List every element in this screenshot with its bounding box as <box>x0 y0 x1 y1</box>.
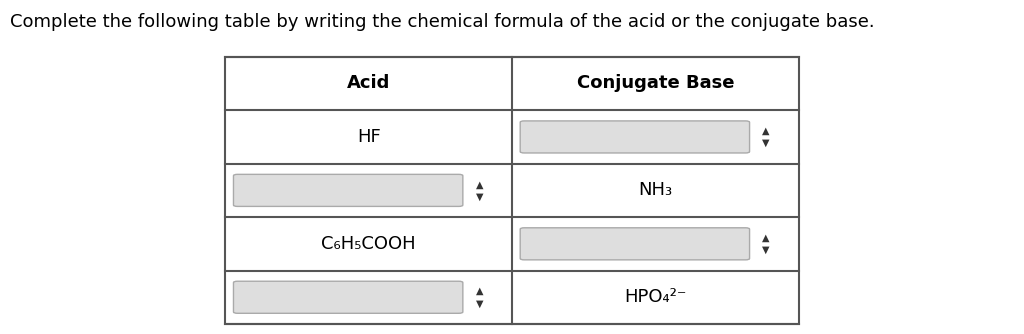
Text: ▼: ▼ <box>762 245 770 255</box>
Text: ▲: ▲ <box>475 286 483 296</box>
Text: HPO₄²⁻: HPO₄²⁻ <box>625 288 686 306</box>
Text: C₆H₅COOH: C₆H₅COOH <box>322 235 416 253</box>
Text: ▲: ▲ <box>475 179 483 189</box>
FancyBboxPatch shape <box>520 121 750 153</box>
Text: ▲: ▲ <box>762 233 770 243</box>
Text: ▼: ▼ <box>475 191 483 201</box>
Text: HF: HF <box>356 128 381 146</box>
Text: ▲: ▲ <box>762 126 770 136</box>
Text: Acid: Acid <box>347 74 390 93</box>
FancyBboxPatch shape <box>233 281 463 313</box>
Text: ▼: ▼ <box>475 298 483 308</box>
Text: Complete the following table by writing the chemical formula of the acid or the : Complete the following table by writing … <box>10 13 874 31</box>
Text: ▼: ▼ <box>762 138 770 148</box>
Text: Conjugate Base: Conjugate Base <box>577 74 734 93</box>
Bar <box>225 57 799 324</box>
FancyBboxPatch shape <box>520 228 750 260</box>
FancyBboxPatch shape <box>233 174 463 206</box>
Text: NH₃: NH₃ <box>638 181 673 199</box>
